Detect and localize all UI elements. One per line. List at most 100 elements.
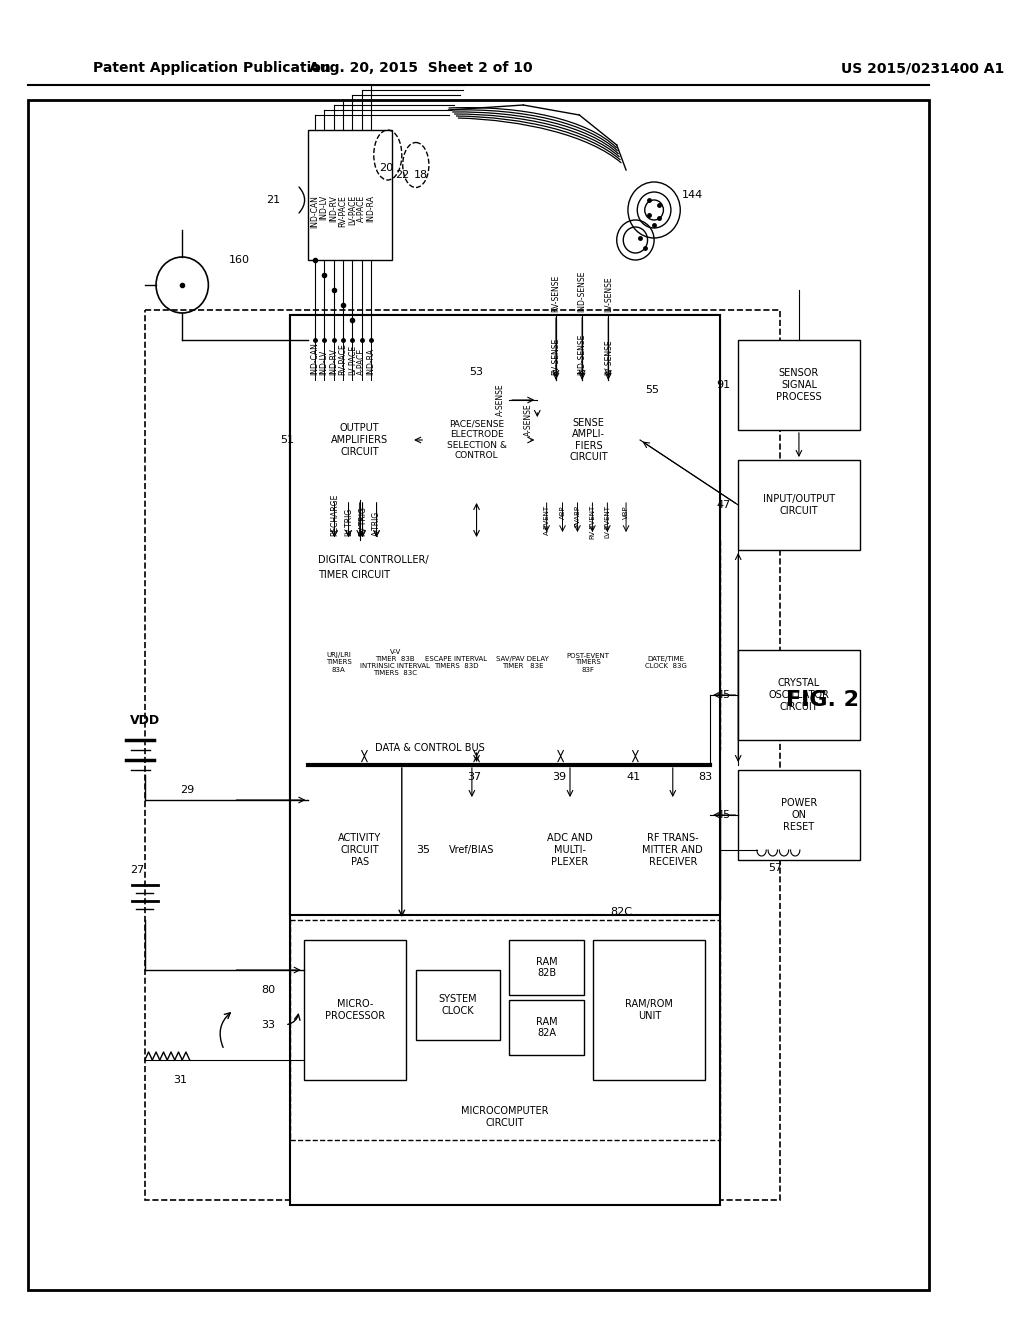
Text: A-PACE: A-PACE [357,195,367,222]
Bar [489,585,555,741]
Text: IND-LV: IND-LV [319,350,329,375]
Text: VDD: VDD [130,714,160,726]
Text: Patent Application Publication: Patent Application Publication [93,61,331,75]
Bar [308,800,412,900]
Text: INPUT/OUTPUT
CIRCUIT: INPUT/OUTPUT CIRCUIT [763,494,835,516]
Text: RF TRANS-
MITTER AND
RECEIVER: RF TRANS- MITTER AND RECEIVER [642,833,703,867]
Bar [290,315,720,915]
Text: 41: 41 [627,772,641,781]
Text: LV-SENSE: LV-SENSE [604,339,612,375]
Text: DATA & CONTROL BUS: DATA & CONTROL BUS [375,743,484,752]
Text: IND-RA: IND-RA [367,348,376,375]
Text: 45: 45 [717,810,731,820]
Text: FIG. 2: FIG. 2 [785,690,859,710]
Bar [509,940,584,995]
Text: RV-SENSE: RV-SENSE [552,338,560,375]
Bar [290,920,720,1140]
Text: RAM
82B: RAM 82B [536,957,557,978]
Text: RV-TRIG: RV-TRIG [358,506,367,536]
Bar [308,540,720,750]
Bar [430,800,514,900]
Text: A-TRIG: A-TRIG [372,511,381,536]
Bar [425,380,528,500]
Text: TIMER CIRCUIT: TIMER CIRCUIT [317,570,390,579]
Bar [144,310,780,1200]
Text: LV-TRIG: LV-TRIG [344,508,353,536]
Text: A-EVENT: A-EVENT [544,506,550,535]
Bar [538,380,640,500]
Text: Vref/BIAS: Vref/BIAS [450,845,495,855]
Text: 18: 18 [414,170,428,180]
Text: US 2015/0231400 A1: US 2015/0231400 A1 [841,61,1005,75]
Text: 22: 22 [394,170,409,180]
Text: IND-CAN: IND-CAN [310,342,319,375]
Text: RV-PACE: RV-PACE [339,343,347,375]
Text: 160: 160 [229,255,250,265]
Text: Aug. 20, 2015  Sheet 2 of 10: Aug. 20, 2015 Sheet 2 of 10 [308,61,532,75]
Text: 47: 47 [717,500,731,510]
Text: IND-SENSE: IND-SENSE [578,271,587,312]
Text: RV-EVENT: RV-EVENT [590,506,595,540]
Text: 31: 31 [173,1074,187,1085]
Bar [308,380,412,500]
Bar [523,800,616,900]
Text: LV-EVENT: LV-EVENT [604,506,610,539]
Text: RAM/ROM
UNIT: RAM/ROM UNIT [626,999,674,1020]
Text: DATE/TIME
CLOCK  83G: DATE/TIME CLOCK 83G [645,656,687,669]
Text: 45: 45 [717,690,731,700]
Bar [416,970,500,1040]
Text: DIGITAL CONTROLLER/: DIGITAL CONTROLLER/ [317,554,428,565]
Text: 57: 57 [768,863,782,873]
Bar [738,341,860,430]
Text: RECHARGE: RECHARGE [330,494,339,536]
Text: PACE/SENSE
ELECTRODE
SELECTION &
CONTROL: PACE/SENSE ELECTRODE SELECTION & CONTROL [446,420,507,461]
Text: OUTPUT
AMPLIFIERS
CIRCUIT: OUTPUT AMPLIFIERS CIRCUIT [331,424,388,457]
Text: 29: 29 [180,785,194,795]
Bar [738,459,860,550]
Text: ACTIVITY
CIRCUIT
PAS: ACTIVITY CIRCUIT PAS [338,833,381,867]
Bar [290,315,720,1205]
Text: IND-SENSE: IND-SENSE [578,334,587,375]
Text: 91: 91 [717,380,731,389]
Bar [593,940,706,1080]
Text: A-SENSE: A-SENSE [523,404,532,437]
Bar [426,585,486,741]
Bar [368,585,423,741]
Text: MICROCOMPUTER
CIRCUIT: MICROCOMPUTER CIRCUIT [461,1106,548,1129]
Text: SYSTEM
CLOCK: SYSTEM CLOCK [438,994,477,1016]
Bar [308,129,392,260]
Bar [738,770,860,861]
Bar [626,800,720,900]
Bar [738,649,860,741]
Text: 51: 51 [281,436,294,445]
Text: 20: 20 [379,162,393,173]
Text: 53: 53 [470,367,483,378]
Text: 144: 144 [682,190,703,201]
Bar [558,585,618,741]
Text: CRYSTAL
OSCILLATOR
CIRCUIT: CRYSTAL OSCILLATOR CIRCUIT [768,678,829,711]
Text: LV-SENSE: LV-SENSE [604,276,612,312]
Text: 39: 39 [552,772,566,781]
Text: 55: 55 [645,385,658,395]
Text: 80: 80 [261,985,275,995]
Text: 33: 33 [262,1020,275,1030]
Text: IND-RV: IND-RV [329,195,338,222]
Text: SENSE
AMPLI-
FIERS
CIRCUIT: SENSE AMPLI- FIERS CIRCUIT [569,417,608,462]
Text: SENSOR
SIGNAL
PROCESS: SENSOR SIGNAL PROCESS [776,368,821,401]
Text: IND-RV: IND-RV [329,348,338,375]
Text: SAV/PAV DELAY
TIMER   83E: SAV/PAV DELAY TIMER 83E [496,656,549,669]
Text: 21: 21 [266,195,281,205]
Bar [304,940,407,1080]
Text: RAM
82A: RAM 82A [536,1016,557,1039]
Bar [509,1001,584,1055]
Text: PVABP: PVABP [574,506,581,527]
Text: IND-LV: IND-LV [319,195,329,220]
Text: 83: 83 [698,772,713,781]
Bar [622,585,711,741]
Text: V-V
TIMER  83B
INTRINSIC INTERVAL
TIMERS  83C: V-V TIMER 83B INTRINSIC INTERVAL TIMERS … [360,649,430,676]
Text: A-PACE: A-PACE [357,348,367,375]
Text: A-SENSE: A-SENSE [496,384,505,416]
Text: ESCAPE INTERVAL
TIMERS  83D: ESCAPE INTERVAL TIMERS 83D [425,656,487,669]
Text: 27: 27 [131,865,144,875]
Text: 82C: 82C [610,907,633,917]
